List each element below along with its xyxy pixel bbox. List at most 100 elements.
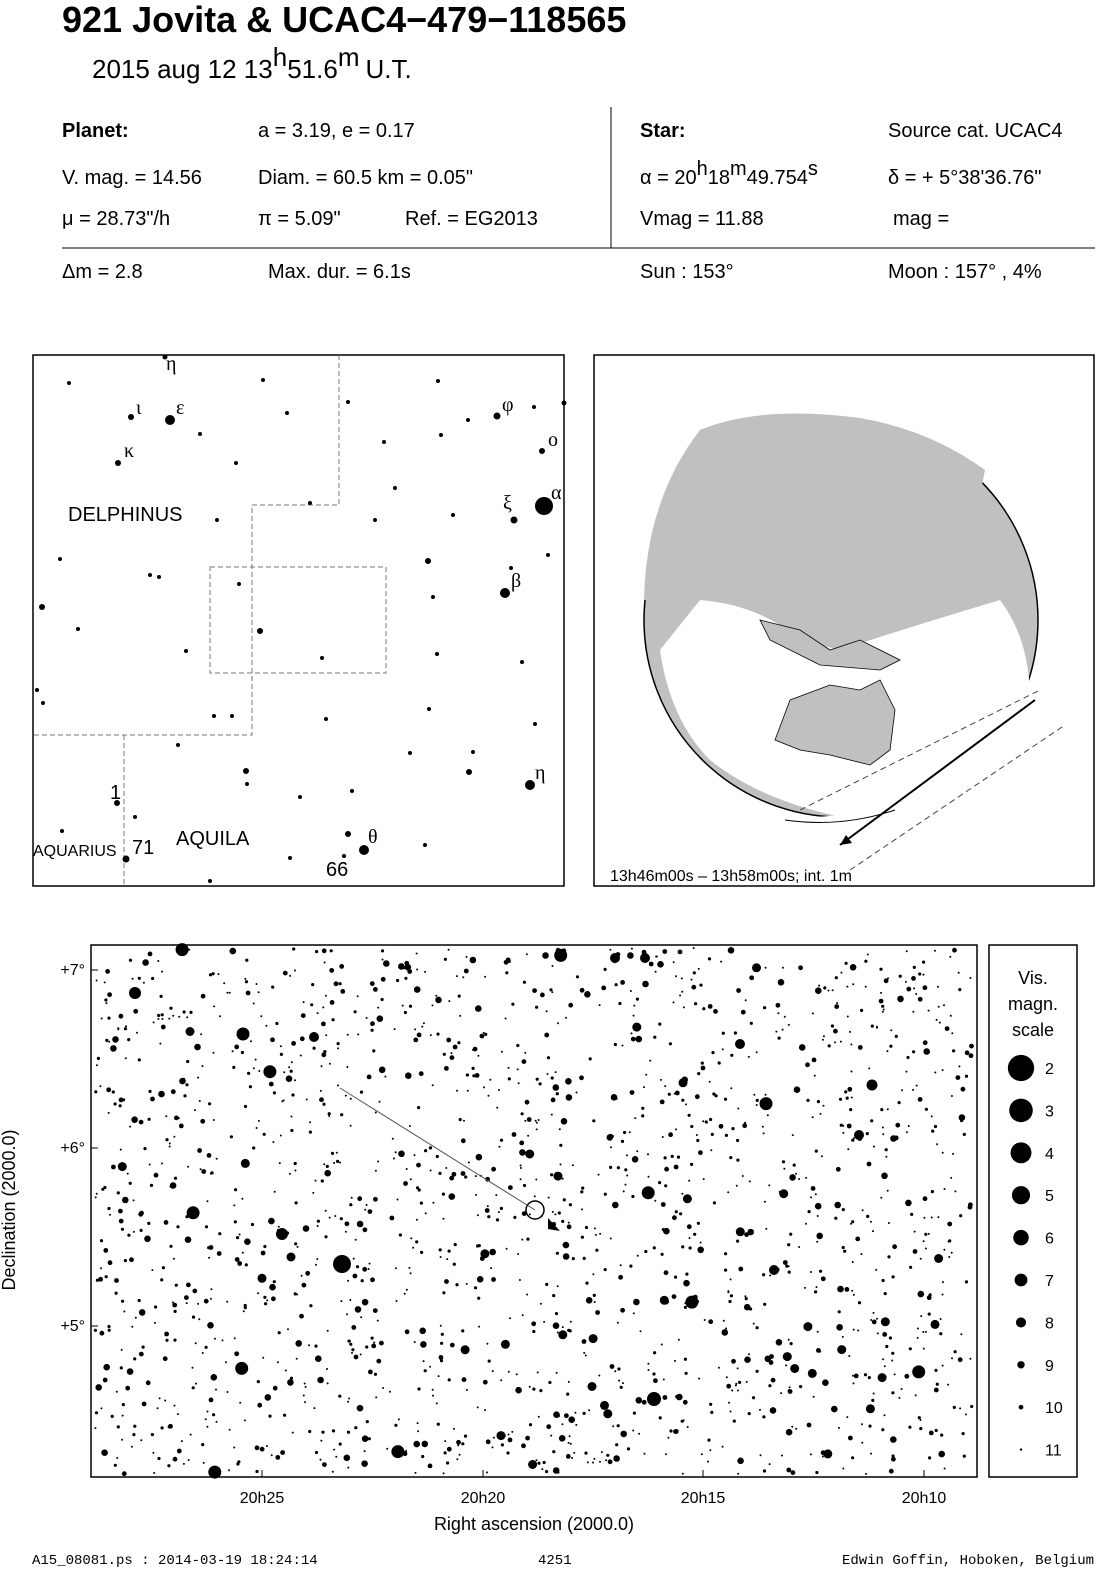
star	[628, 1131, 631, 1134]
star	[359, 1353, 362, 1356]
star	[567, 1221, 570, 1224]
star	[662, 1395, 668, 1400]
star	[766, 1114, 769, 1117]
star	[413, 1440, 421, 1448]
star	[186, 1059, 190, 1064]
legend-title: Vis.	[1018, 968, 1048, 988]
star	[658, 1416, 662, 1420]
star	[566, 1392, 570, 1396]
legend-dot	[1014, 1273, 1028, 1287]
legend-dot	[1009, 1098, 1033, 1123]
star	[846, 1416, 849, 1419]
star	[381, 958, 384, 961]
star	[836, 1002, 839, 1005]
star	[439, 1324, 442, 1327]
star	[365, 1345, 369, 1349]
star	[320, 656, 324, 660]
star	[357, 1196, 363, 1202]
star	[787, 1023, 790, 1026]
star	[640, 953, 650, 963]
star	[215, 1157, 218, 1160]
star	[247, 1071, 251, 1075]
star	[928, 1430, 934, 1436]
star	[688, 1237, 691, 1240]
star	[692, 971, 696, 975]
star	[316, 1219, 320, 1223]
legend-title: scale	[1012, 1020, 1054, 1040]
star	[157, 1013, 161, 1018]
star	[861, 1441, 864, 1444]
star	[927, 1232, 930, 1235]
star	[103, 1363, 110, 1371]
star	[847, 1086, 853, 1092]
star	[924, 1040, 927, 1043]
star	[565, 1094, 573, 1101]
star	[365, 1420, 369, 1424]
star	[552, 1322, 560, 1329]
star	[107, 1260, 113, 1266]
star	[587, 1382, 597, 1391]
star	[521, 1238, 524, 1241]
star	[673, 1429, 678, 1434]
star	[673, 1164, 679, 1170]
star	[507, 1433, 510, 1436]
star	[520, 1112, 524, 1116]
star	[522, 980, 527, 984]
star	[201, 1169, 207, 1174]
star	[349, 1097, 352, 1100]
star	[403, 1010, 407, 1015]
star	[958, 1065, 961, 1068]
star	[360, 1316, 363, 1319]
star	[568, 1416, 575, 1423]
star	[789, 1232, 793, 1236]
star	[860, 1008, 864, 1013]
star	[935, 1018, 938, 1021]
star	[622, 1382, 624, 1385]
star	[629, 1090, 635, 1095]
star	[175, 943, 189, 957]
star	[116, 1191, 120, 1195]
star	[353, 1354, 359, 1360]
star	[107, 1328, 111, 1332]
star	[258, 1070, 261, 1072]
star	[697, 967, 700, 970]
star	[248, 1085, 252, 1089]
star	[156, 1407, 159, 1410]
star	[185, 1027, 195, 1036]
star-label: η	[166, 353, 176, 375]
legend-label: 4	[1045, 1146, 1054, 1163]
star	[930, 1190, 935, 1194]
star	[744, 1121, 747, 1124]
star	[614, 983, 618, 987]
star	[405, 1072, 412, 1079]
star	[475, 1193, 478, 1196]
star	[378, 1066, 386, 1074]
star	[200, 1118, 206, 1124]
star	[635, 997, 640, 1001]
y-tick-label: +7°	[60, 962, 85, 979]
info-text: Ref. = EG2013	[405, 208, 538, 230]
star	[741, 1175, 744, 1177]
star	[328, 1115, 331, 1117]
star	[226, 1300, 229, 1303]
star	[228, 991, 231, 994]
star	[950, 1095, 953, 1097]
star	[594, 1233, 597, 1236]
star	[141, 1401, 147, 1407]
star	[148, 1089, 152, 1093]
star	[763, 1006, 767, 1010]
star	[203, 1298, 209, 1304]
star	[95, 1192, 98, 1195]
star	[451, 1171, 457, 1177]
star	[194, 1109, 196, 1112]
star	[443, 957, 447, 961]
title: 921 Jovita & UCAC4−479−118565	[62, 0, 626, 40]
star	[120, 1227, 125, 1231]
frame	[32, 354, 565, 887]
star	[293, 1292, 297, 1296]
star	[839, 1040, 842, 1043]
star	[373, 1341, 376, 1344]
star	[346, 1066, 349, 1068]
star	[438, 1171, 442, 1175]
info-text: Diam. = 60.5 km = 0.05"	[258, 167, 473, 189]
